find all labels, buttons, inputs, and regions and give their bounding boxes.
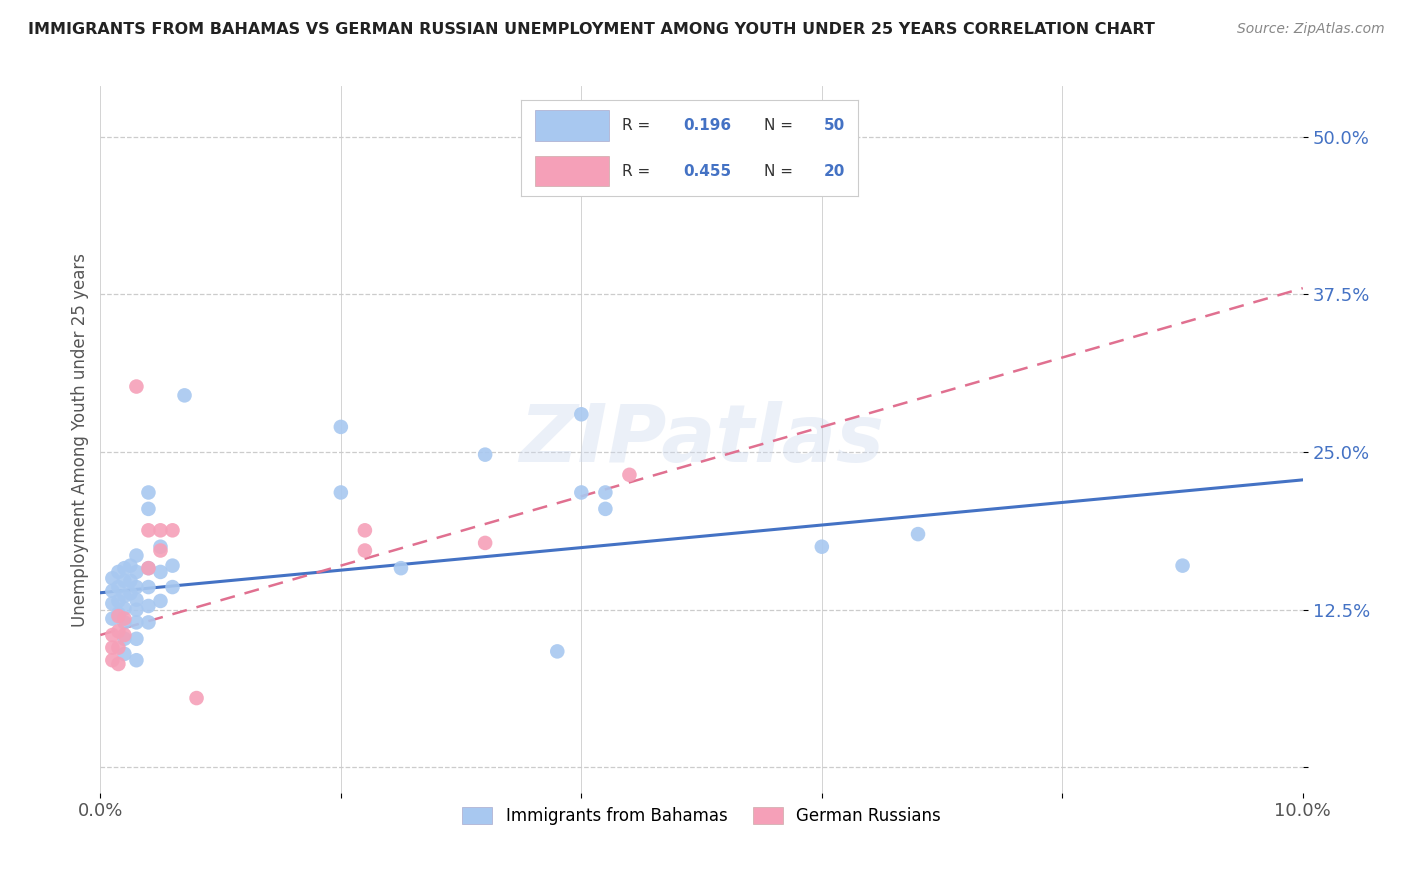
Point: [138, 615, 160, 630]
Point: [125, 615, 148, 630]
Point: [120, 586, 142, 600]
Point: [907, 527, 929, 541]
Point: [107, 657, 129, 671]
Point: [595, 501, 617, 516]
Point: [595, 485, 617, 500]
Point: [1171, 558, 1194, 573]
Point: [125, 549, 148, 563]
Point: [138, 561, 160, 575]
Point: [162, 580, 184, 594]
Point: [125, 379, 148, 393]
Point: [107, 607, 129, 621]
Point: [112, 574, 135, 588]
Point: [162, 558, 184, 573]
Point: [149, 594, 172, 608]
Point: [569, 485, 592, 500]
Point: [138, 561, 160, 575]
Point: [112, 647, 135, 661]
Point: [329, 485, 352, 500]
Point: [101, 640, 124, 655]
Point: [186, 691, 208, 706]
Point: [125, 603, 148, 617]
Point: [112, 601, 135, 615]
Point: [101, 583, 124, 598]
Legend: Immigrants from Bahamas, German Russians: Immigrants from Bahamas, German Russians: [454, 799, 949, 834]
Text: Source: ZipAtlas.com: Source: ZipAtlas.com: [1237, 22, 1385, 37]
Text: IMMIGRANTS FROM BAHAMAS VS GERMAN RUSSIAN UNEMPLOYMENT AMONG YOUTH UNDER 25 YEAR: IMMIGRANTS FROM BAHAMAS VS GERMAN RUSSIA…: [28, 22, 1154, 37]
Point: [149, 524, 172, 538]
Point: [173, 388, 195, 402]
Point: [101, 571, 124, 585]
Point: [329, 420, 352, 434]
Point: [107, 565, 129, 579]
Point: [107, 594, 129, 608]
Point: [125, 653, 148, 667]
Point: [138, 485, 160, 500]
Y-axis label: Unemployment Among Youth under 25 years: Unemployment Among Youth under 25 years: [72, 252, 89, 626]
Point: [138, 501, 160, 516]
Point: [107, 640, 129, 655]
Point: [474, 536, 496, 550]
Point: [546, 644, 568, 658]
Point: [149, 540, 172, 554]
Point: [107, 580, 129, 594]
Point: [101, 612, 124, 626]
Point: [120, 574, 142, 588]
Point: [125, 632, 148, 646]
Point: [107, 624, 129, 639]
Point: [101, 628, 124, 642]
Point: [101, 653, 124, 667]
Point: [811, 540, 834, 554]
Point: [112, 632, 135, 646]
Point: [112, 589, 135, 603]
Point: [149, 565, 172, 579]
Point: [149, 543, 172, 558]
Point: [138, 580, 160, 594]
Point: [112, 615, 135, 630]
Point: [107, 609, 129, 624]
Text: ZIPatlas: ZIPatlas: [519, 401, 884, 478]
Point: [474, 448, 496, 462]
Point: [354, 524, 377, 538]
Point: [120, 558, 142, 573]
Point: [125, 592, 148, 607]
Point: [125, 580, 148, 594]
Point: [138, 599, 160, 613]
Point: [162, 524, 184, 538]
Point: [125, 565, 148, 579]
Point: [619, 467, 641, 482]
Point: [354, 543, 377, 558]
Point: [389, 561, 412, 575]
Point: [112, 628, 135, 642]
Point: [138, 524, 160, 538]
Point: [101, 597, 124, 611]
Point: [112, 612, 135, 626]
Point: [569, 407, 592, 421]
Point: [112, 561, 135, 575]
